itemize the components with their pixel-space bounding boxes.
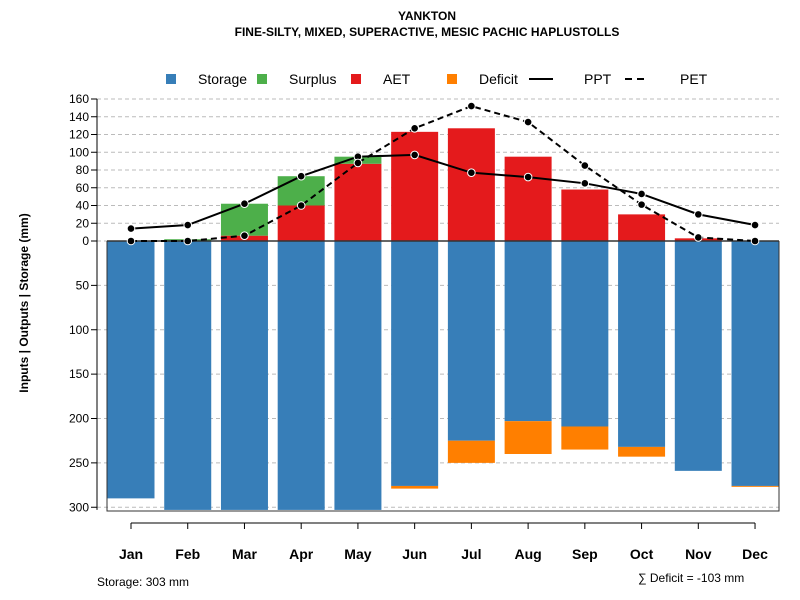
storage-bar: [447, 241, 495, 441]
pet-point: [410, 123, 419, 133]
ppt-point: [410, 150, 419, 160]
aet-bar: [504, 156, 552, 241]
y-tick-label: 60: [76, 181, 90, 195]
legend-label-surplus: Surplus: [289, 71, 336, 87]
x-tick-label: May: [344, 546, 371, 562]
storage-bar: [277, 241, 325, 510]
legend-swatch-aet: [351, 74, 361, 84]
legend-swatch-storage: [166, 74, 176, 84]
storage-bar: [561, 241, 609, 427]
pet-line: [131, 105, 756, 242]
x-tick-label: Jun: [402, 546, 427, 562]
surplus-bar: [277, 176, 325, 206]
chart-title: YANKTON: [398, 9, 456, 23]
storage-bar: [334, 241, 382, 510]
y-tick-label: 140: [69, 110, 89, 124]
storage-annotation: Storage: 303 mm: [97, 575, 189, 589]
pet-point: [240, 231, 249, 240]
y-tick-label: 120: [69, 128, 89, 142]
y-tick-label: 160: [69, 92, 89, 106]
ppt-point: [750, 220, 760, 230]
pet-point: [580, 161, 590, 170]
legend-label-aet: AET: [383, 71, 411, 87]
storage-bar: [107, 241, 155, 499]
y-tick-label: 0: [82, 234, 89, 248]
ppt-point: [580, 179, 590, 188]
aet-bar: [618, 214, 666, 241]
aet-bar: [391, 131, 439, 241]
y-tick-label: 200: [69, 412, 89, 426]
x-tick-label: Jul: [461, 546, 481, 562]
storage-bar: [391, 241, 439, 486]
y-tick-label: 80: [76, 163, 90, 177]
legend-label-pet: PET: [680, 71, 708, 87]
x-tick-label: Feb: [175, 546, 200, 562]
deficit-bar: [561, 426, 609, 450]
chart-subtitle: FINE-SILTY, MIXED, SUPERACTIVE, MESIC PA…: [235, 25, 620, 39]
deficit-bar: [504, 421, 552, 454]
y-tick-label: 300: [69, 500, 89, 514]
y-tick-label: 40: [76, 199, 90, 213]
legend-label-storage: Storage: [198, 71, 247, 87]
pet-point: [126, 236, 136, 246]
x-tick-label: Nov: [685, 546, 712, 562]
storage-bar: [504, 241, 552, 422]
legend-label-deficit: Deficit: [479, 71, 518, 87]
pet-point: [467, 101, 476, 111]
pet-point: [750, 236, 760, 246]
y-tick-label: 100: [69, 323, 89, 337]
storage-bar: [731, 241, 779, 486]
lower-frame: [106, 241, 780, 512]
x-tick-label: Sep: [572, 546, 598, 562]
deficit-bar: [391, 485, 439, 489]
surplus-bar: [220, 203, 268, 236]
deficit-bar: [618, 446, 666, 457]
legend-label-ppt: PPT: [584, 71, 612, 87]
legend-swatch-surplus: [257, 74, 267, 84]
y-tick-label: 20: [76, 216, 90, 230]
storage-bar: [618, 241, 666, 447]
deficit-annotation: ∑ Deficit = -103 mm: [638, 571, 744, 585]
x-tick-label: Jan: [119, 546, 143, 562]
ppt-point: [183, 220, 193, 230]
pet-point: [183, 236, 193, 246]
y-tick-label: 250: [69, 456, 89, 470]
ppt-point: [694, 210, 703, 219]
pet-point: [637, 200, 646, 209]
ppt-point: [637, 189, 646, 199]
pet-point: [353, 158, 363, 168]
y-tick-label: 100: [69, 145, 89, 159]
deficit-bar: [731, 485, 779, 487]
aet-bar: [277, 205, 325, 241]
storage-bar: [164, 241, 212, 510]
ppt-line: [130, 153, 756, 230]
ppt-point: [126, 224, 136, 233]
ppt-point: [523, 172, 533, 182]
deficit-bar: [447, 440, 495, 463]
ppt-point: [240, 199, 249, 209]
x-tick-label: Apr: [289, 546, 314, 562]
legend-swatch-deficit: [447, 74, 457, 84]
pet-point: [694, 233, 703, 242]
pet-point: [296, 201, 306, 210]
x-tick-label: Dec: [742, 546, 768, 562]
ppt-point: [467, 168, 476, 177]
aet-bar: [447, 128, 495, 241]
x-tick-label: Aug: [515, 546, 542, 562]
y-tick-label: 150: [69, 367, 89, 381]
storage-bar: [674, 241, 722, 471]
storage-bar: [220, 241, 268, 510]
y-axis-label: Inputs | Outputs | Storage (mm): [17, 213, 31, 392]
pet-point: [523, 117, 533, 127]
x-tick-label: Oct: [630, 546, 654, 562]
ppt-point: [296, 171, 306, 181]
y-tick-label: 50: [76, 278, 90, 292]
x-tick-label: Mar: [232, 546, 257, 562]
aet-bar: [561, 189, 609, 241]
aet-bar: [334, 163, 382, 241]
